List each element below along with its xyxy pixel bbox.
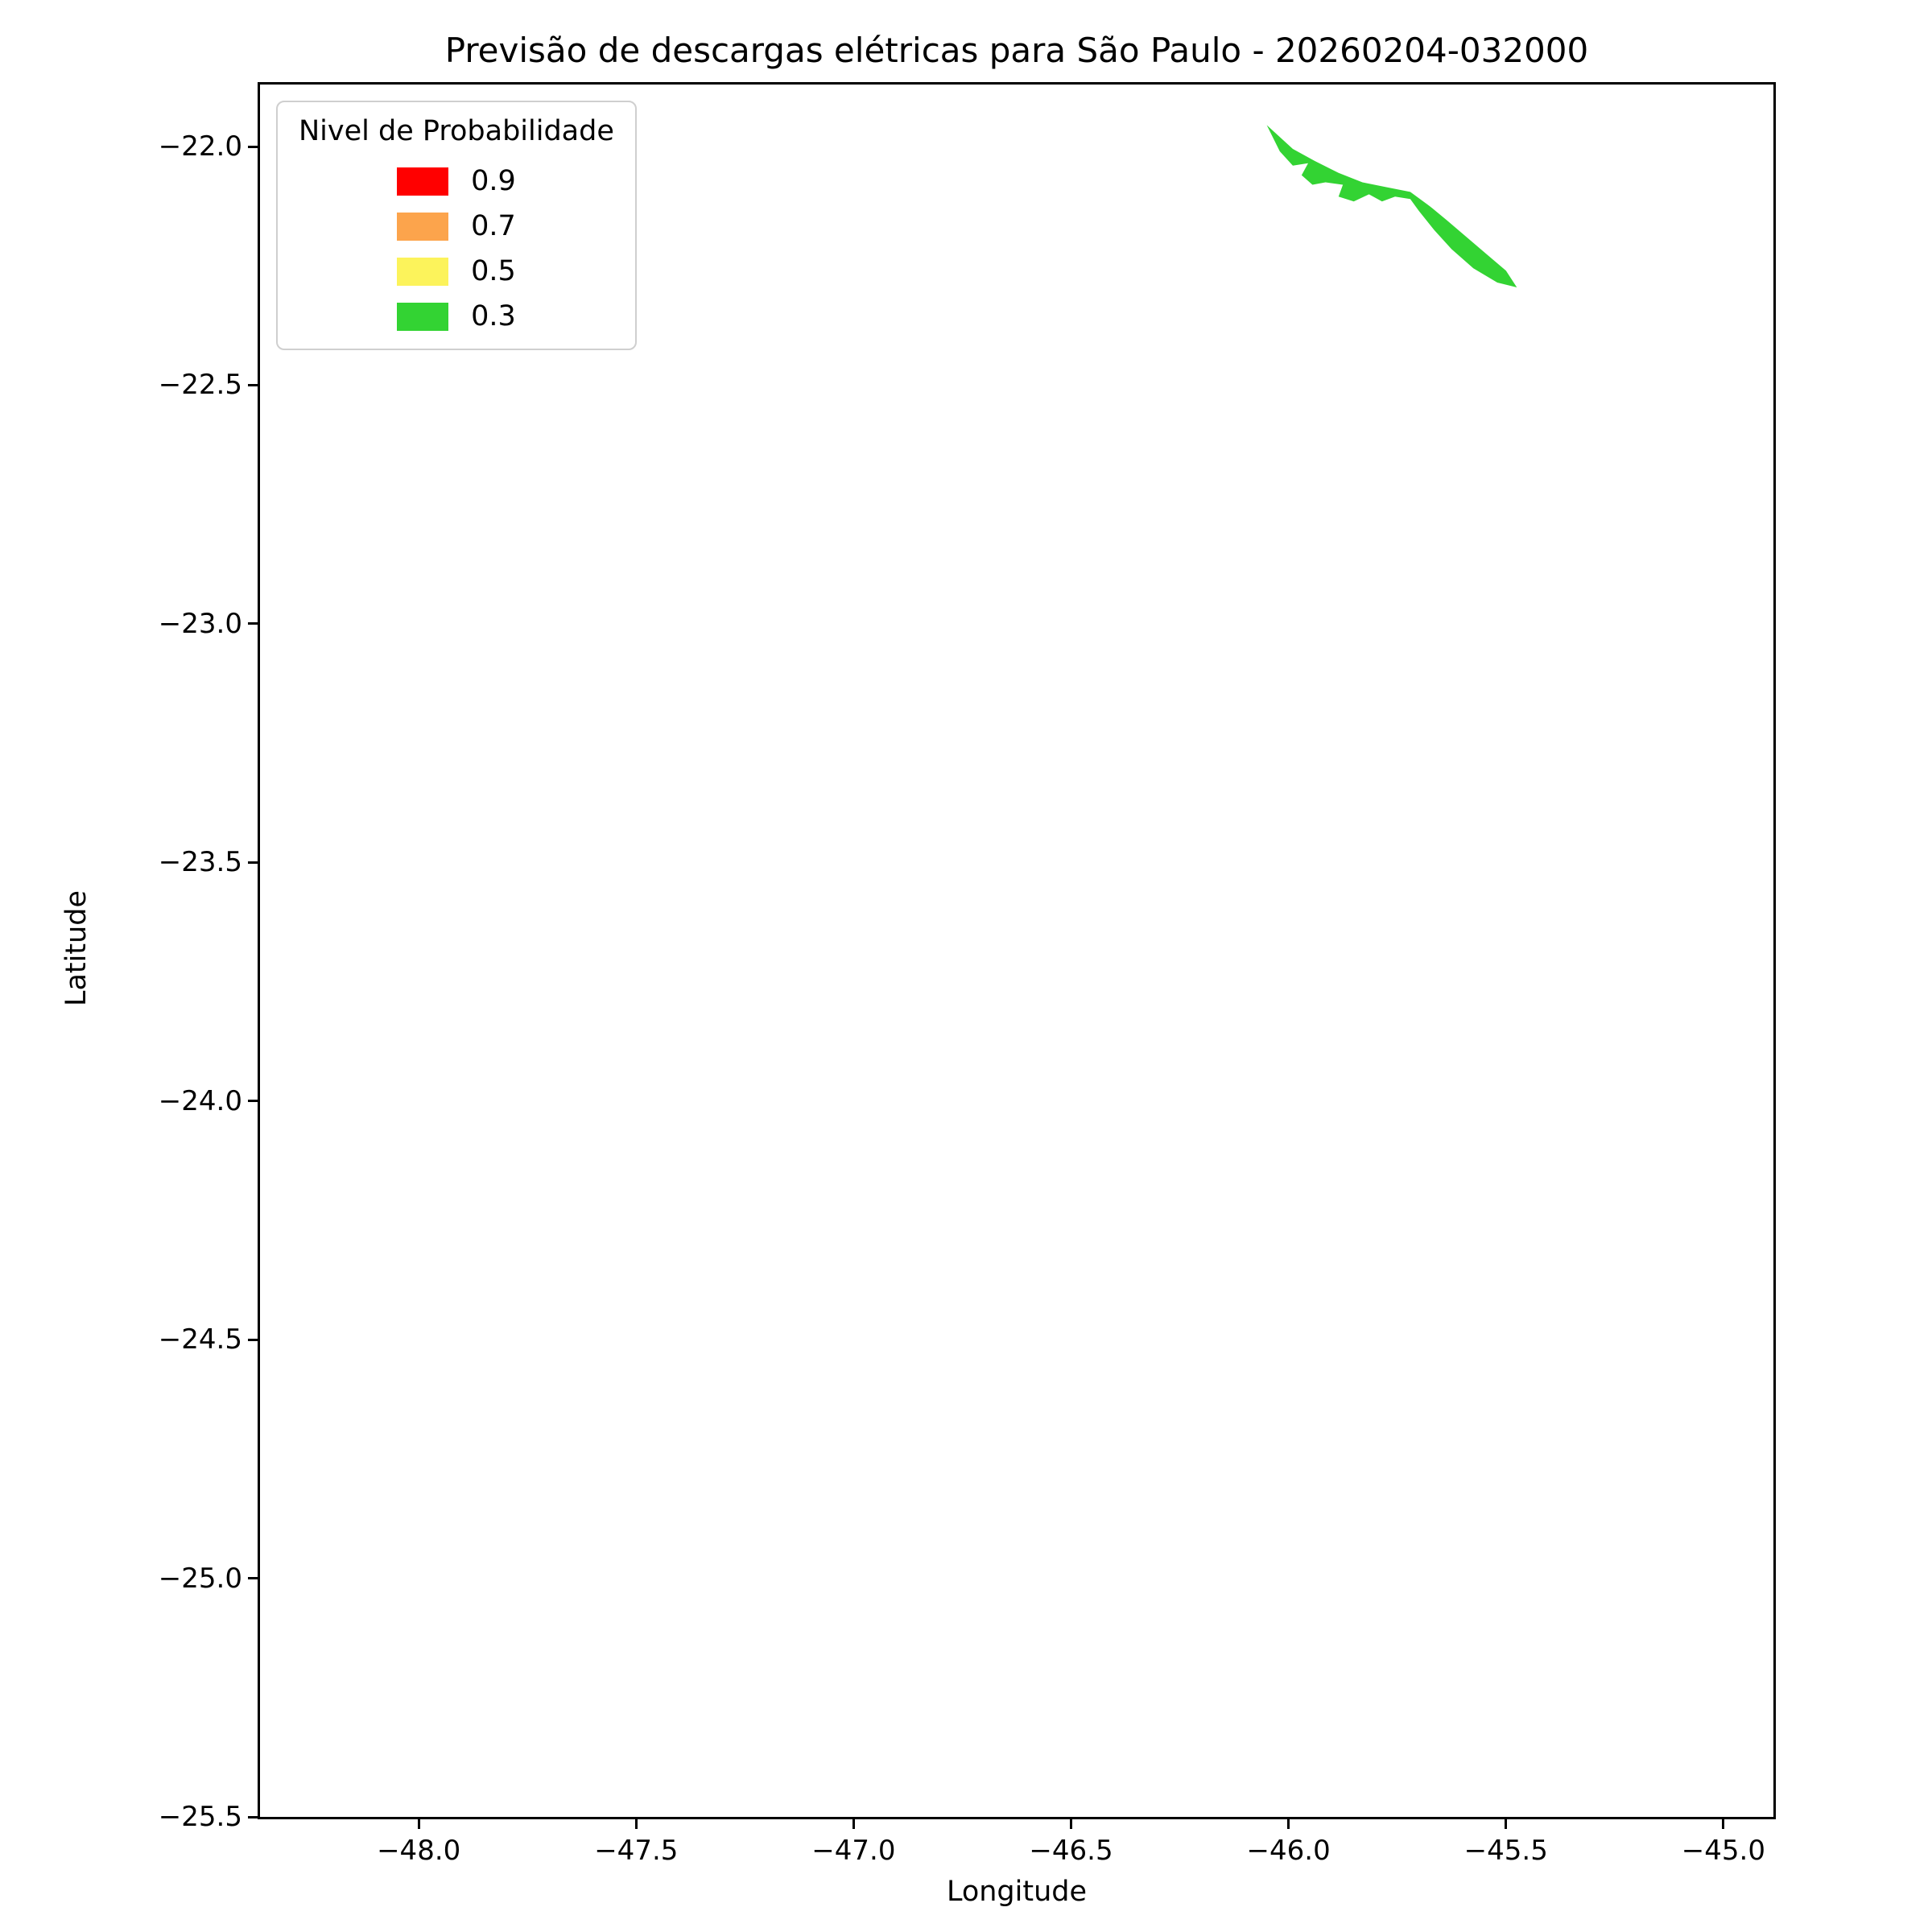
- legend-swatch-icon: [397, 302, 449, 331]
- probability-region-0-3: [1266, 125, 1517, 287]
- y-tick-mark: [248, 383, 258, 386]
- y-tick-mark: [248, 1100, 258, 1103]
- x-tick-mark: [1070, 1819, 1073, 1829]
- y-tick-mark: [248, 861, 258, 864]
- y-tick-label: −24.0: [158, 1084, 242, 1117]
- plot-area: Nivel de Probabilidade 0.9 0.7 0.5 0.3: [258, 82, 1776, 1819]
- x-tick-mark: [1287, 1819, 1290, 1829]
- legend-swatch-icon: [397, 257, 449, 286]
- legend-entry: 0.7: [397, 210, 516, 242]
- y-tick-label: −23.5: [158, 846, 242, 879]
- x-tick-label: −46.0: [1246, 1835, 1331, 1867]
- legend-title: Nivel de Probabilidade: [299, 115, 614, 147]
- x-tick-mark: [417, 1819, 420, 1829]
- x-axis-label: Longitude: [946, 1876, 1088, 1908]
- legend-entry: 0.5: [397, 255, 516, 287]
- chart-title: Previsão de descargas elétricas para São…: [444, 31, 1589, 70]
- legend-label: 0.3: [471, 300, 516, 332]
- y-tick-mark: [248, 1338, 258, 1341]
- x-tick-label: −46.5: [1029, 1835, 1113, 1867]
- legend-swatch-icon: [397, 167, 449, 196]
- x-tick-label: −45.5: [1463, 1835, 1548, 1867]
- y-tick-label: −25.5: [158, 1801, 242, 1833]
- legend-rows: 0.9 0.7 0.5 0.3: [397, 152, 516, 332]
- y-tick-mark: [248, 622, 258, 625]
- x-tick-label: −48.0: [377, 1835, 461, 1867]
- x-tick-mark: [1722, 1819, 1725, 1829]
- legend-label: 0.5: [471, 255, 516, 287]
- plot-canvas: [1266, 125, 1517, 287]
- y-tick-label: −22.5: [158, 369, 242, 402]
- x-tick-label: −45.0: [1681, 1835, 1765, 1867]
- legend-entry: 0.3: [397, 300, 516, 332]
- y-tick-mark: [248, 145, 258, 148]
- y-tick-label: −25.0: [158, 1562, 242, 1595]
- x-tick-label: −47.5: [594, 1835, 679, 1867]
- x-tick-mark: [1505, 1819, 1508, 1829]
- y-tick-mark: [248, 1577, 258, 1580]
- y-tick-label: −24.5: [158, 1323, 242, 1356]
- y-axis-label: Latitude: [60, 890, 93, 1007]
- legend-label: 0.9: [471, 165, 516, 197]
- y-tick-label: −22.0: [158, 130, 242, 163]
- legend-label: 0.7: [471, 210, 516, 242]
- y-tick-label: −23.0: [158, 607, 242, 640]
- x-tick-label: −47.0: [811, 1835, 896, 1867]
- legend-swatch-icon: [397, 212, 449, 241]
- x-tick-mark: [852, 1819, 855, 1829]
- y-tick-mark: [248, 1815, 258, 1818]
- x-tick-mark: [634, 1819, 638, 1829]
- legend: Nivel de Probabilidade 0.9 0.7 0.5 0.3: [276, 101, 637, 350]
- legend-entry: 0.9: [397, 165, 516, 197]
